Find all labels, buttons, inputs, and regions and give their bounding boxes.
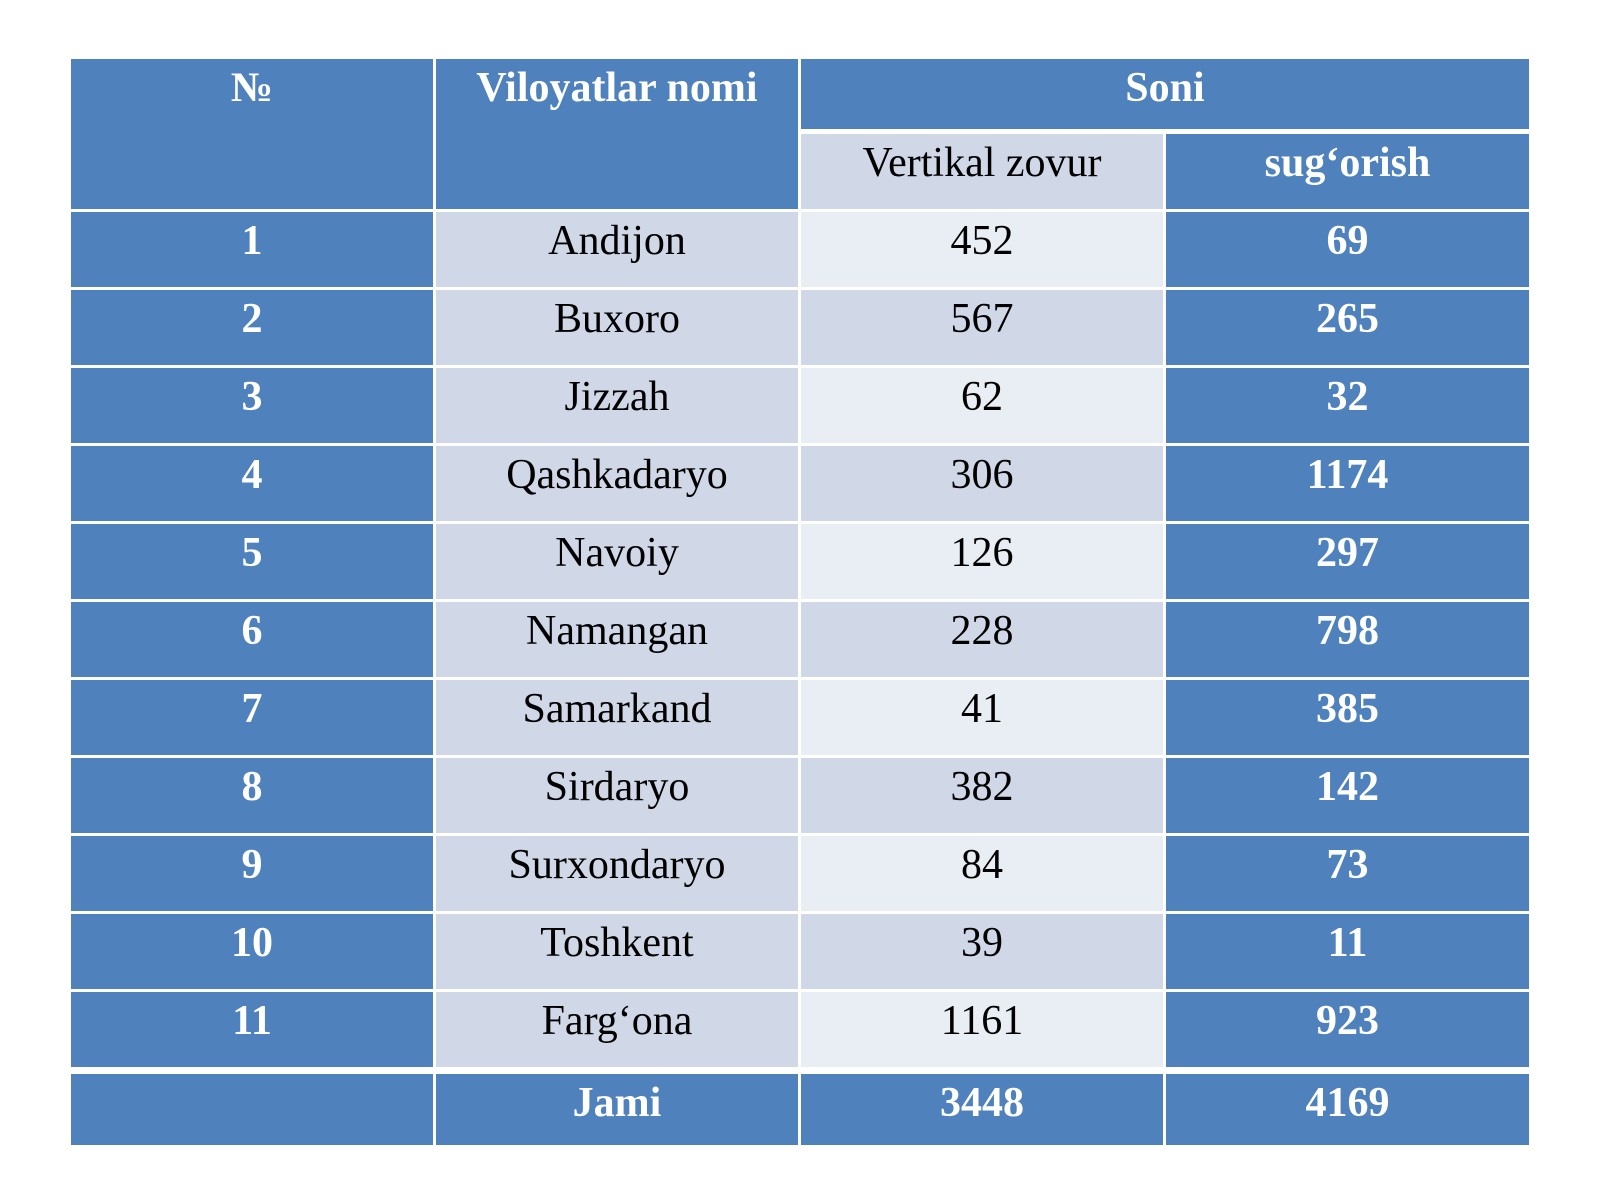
row-region-name: Sirdaryo	[436, 758, 801, 836]
row-vertical-drainage: 306	[801, 446, 1166, 524]
row-number: 5	[71, 524, 436, 602]
header-irrigation: sug‘orish	[1166, 134, 1529, 212]
header-number: №	[71, 59, 436, 212]
total-vertical-drainage: 3448	[801, 1070, 1166, 1148]
row-region-name: Navoiy	[436, 524, 801, 602]
row-irrigation: 265	[1166, 290, 1529, 368]
row-irrigation: 297	[1166, 524, 1529, 602]
row-vertical-drainage: 567	[801, 290, 1166, 368]
row-number: 4	[71, 446, 436, 524]
row-number: 8	[71, 758, 436, 836]
row-irrigation: 385	[1166, 680, 1529, 758]
row-number: 9	[71, 836, 436, 914]
row-region-name: Farg‘ona	[436, 992, 801, 1070]
total-irrigation: 4169	[1166, 1070, 1529, 1148]
row-irrigation: 142	[1166, 758, 1529, 836]
row-number: 6	[71, 602, 436, 680]
regions-table: № Viloyatlar nomi Soni Vertikal zovur su…	[71, 59, 1529, 1148]
row-number: 10	[71, 914, 436, 992]
row-vertical-drainage: 1161	[801, 992, 1166, 1070]
total-label: Jami	[436, 1070, 801, 1148]
row-region-name: Qashkadaryo	[436, 446, 801, 524]
row-irrigation: 32	[1166, 368, 1529, 446]
header-vertical-drainage: Vertikal zovur	[801, 134, 1166, 212]
row-region-name: Namangan	[436, 602, 801, 680]
row-irrigation: 69	[1166, 212, 1529, 290]
row-region-name: Toshkent	[436, 914, 801, 992]
row-number: 2	[71, 290, 436, 368]
row-number: 3	[71, 368, 436, 446]
row-vertical-drainage: 41	[801, 680, 1166, 758]
row-vertical-drainage: 62	[801, 368, 1166, 446]
row-vertical-drainage: 39	[801, 914, 1166, 992]
row-irrigation: 923	[1166, 992, 1529, 1070]
row-region-name: Samarkand	[436, 680, 801, 758]
row-vertical-drainage: 382	[801, 758, 1166, 836]
row-region-name: Buxoro	[436, 290, 801, 368]
row-region-name: Jizzah	[436, 368, 801, 446]
header-count: Soni	[801, 59, 1529, 134]
row-vertical-drainage: 126	[801, 524, 1166, 602]
row-region-name: Surxondaryo	[436, 836, 801, 914]
row-vertical-drainage: 452	[801, 212, 1166, 290]
row-number: 11	[71, 992, 436, 1070]
row-number: 7	[71, 680, 436, 758]
row-vertical-drainage: 84	[801, 836, 1166, 914]
total-empty	[71, 1070, 436, 1148]
row-vertical-drainage: 228	[801, 602, 1166, 680]
row-number: 1	[71, 212, 436, 290]
row-region-name: Andijon	[436, 212, 801, 290]
row-irrigation: 1174	[1166, 446, 1529, 524]
row-irrigation: 11	[1166, 914, 1529, 992]
header-region-name: Viloyatlar nomi	[436, 59, 801, 212]
row-irrigation: 798	[1166, 602, 1529, 680]
row-irrigation: 73	[1166, 836, 1529, 914]
